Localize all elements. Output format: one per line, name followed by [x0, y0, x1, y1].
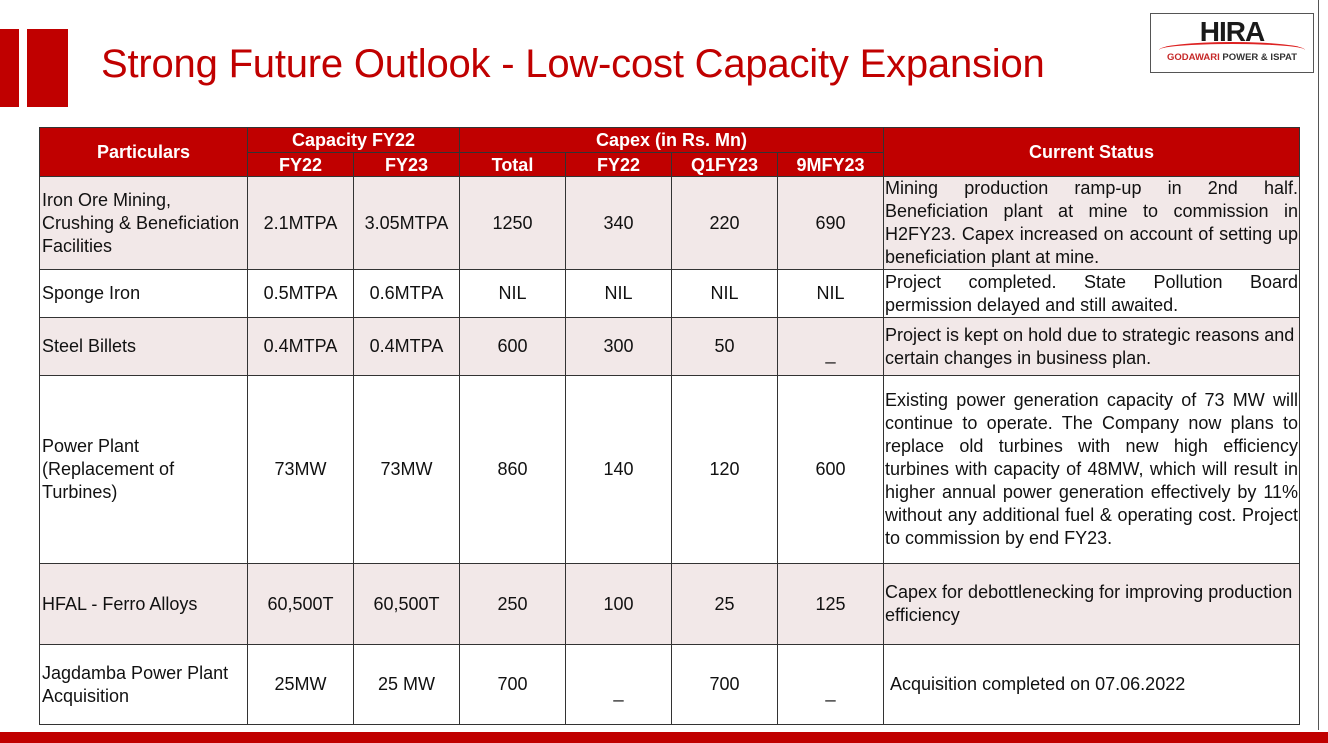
cell-status: Capex for debottlenecking for improving …	[883, 563, 1301, 645]
cell-capacity-fy23: 73MW	[353, 375, 460, 564]
cell-capex-fy22: 100	[565, 563, 672, 645]
header-capex-9mfy23: 9MFY23	[776, 152, 885, 177]
header-particulars: Particulars	[39, 127, 248, 177]
accent-bar-right	[27, 29, 68, 107]
cell-particulars: Power Plant (Replacement of Turbines)	[39, 375, 248, 564]
footer-accent-bar	[0, 732, 1328, 743]
cell-capex-fy22: NIL	[565, 269, 672, 318]
cell-capex-fy22: _	[565, 644, 672, 725]
cell-capex-total: 250	[459, 563, 566, 645]
cell-capacity-fy23: 3.05MTPA	[353, 176, 460, 270]
cell-capacity-fy22: 0.4MTPA	[247, 317, 354, 376]
header-capacity-fy22: FY22	[247, 152, 354, 177]
cell-capex-9mfy23: 125	[776, 563, 885, 645]
cell-particulars: Sponge Iron	[39, 269, 248, 318]
header-capex-fy22: FY22	[565, 152, 672, 177]
cell-capex-total: 1250	[459, 176, 566, 270]
cell-particulars: HFAL - Ferro Alloys	[39, 563, 248, 645]
table-row: Power Plant (Replacement of Turbines) 73…	[39, 375, 1301, 564]
header-capex-group: Capex (in Rs. Mn)	[458, 127, 885, 153]
logo-sub-red: GODAWARI	[1166, 52, 1220, 63]
cell-particulars: Jagdamba Power Plant Acquisition	[39, 644, 248, 725]
header-capex-q1fy23: Q1FY23	[671, 152, 778, 177]
cell-capex-9mfy23: 690	[776, 176, 885, 270]
cell-capacity-fy23: 25 MW	[353, 644, 460, 725]
company-logo: HIRA GODAWARI POWER & ISPAT	[1150, 13, 1314, 73]
cell-capex-q1fy23: 700	[671, 644, 778, 725]
table-row: Steel Billets 0.4MTPA 0.4MTPA 600 300 50…	[39, 317, 1301, 376]
header-capacity-group: Capacity FY22	[247, 127, 460, 153]
cell-capex-q1fy23: 220	[671, 176, 778, 270]
logo-sub-dark: POWER & ISPAT	[1219, 52, 1297, 63]
dash-value: _	[825, 344, 836, 364]
cell-status: Existing power generation capacity of 73…	[883, 375, 1301, 564]
cell-status: Project completed. State Pollution Board…	[883, 269, 1301, 318]
table-row: Jagdamba Power Plant Acquisition 25MW 25…	[39, 644, 1301, 725]
cell-capex-q1fy23: 50	[671, 317, 778, 376]
cell-capex-9mfy23: NIL	[776, 269, 885, 318]
header-current-status: Current Status	[883, 127, 1301, 177]
logo-brand: HIRA	[1199, 16, 1265, 47]
cell-status: Acquisition completed on 07.06.2022	[883, 644, 1301, 725]
cell-capacity-fy23: 0.6MTPA	[353, 269, 460, 318]
cell-capex-9mfy23: 600	[776, 375, 885, 564]
cell-status: Project is kept on hold due to strategic…	[883, 317, 1301, 376]
cell-particulars: Steel Billets	[39, 317, 248, 376]
cell-capacity-fy22: 60,500T	[247, 563, 354, 645]
capacity-expansion-table: Particulars Capacity FY22 Capex (in Rs. …	[39, 127, 1301, 725]
header-capex-total: Total	[459, 152, 566, 177]
cell-capex-total: 860	[459, 375, 566, 564]
table-row: HFAL - Ferro Alloys 60,500T 60,500T 250 …	[39, 563, 1301, 645]
table-row: Sponge Iron 0.5MTPA 0.6MTPA NIL NIL NIL …	[39, 269, 1301, 318]
cell-capacity-fy22: 25MW	[247, 644, 354, 725]
logo-swoosh-icon	[1159, 42, 1305, 50]
cell-capex-total: 700	[459, 644, 566, 725]
table-row: Iron Ore Mining, Crushing & Beneficiatio…	[39, 176, 1301, 270]
cell-capex-9mfy23: _	[776, 317, 885, 376]
cell-capex-9mfy23: _	[776, 644, 885, 725]
cell-capex-total: 600	[459, 317, 566, 376]
cell-status: Mining production ramp-up in 2nd half. B…	[883, 176, 1301, 270]
cell-capacity-fy23: 60,500T	[353, 563, 460, 645]
cell-capex-fy22: 140	[565, 375, 672, 564]
cell-capex-q1fy23: 25	[671, 563, 778, 645]
slide-right-border	[1318, 0, 1319, 730]
cell-capex-fy22: 300	[565, 317, 672, 376]
slide-title: Strong Future Outlook - Low-cost Capacit…	[101, 42, 1045, 86]
cell-capex-fy22: 340	[565, 176, 672, 270]
cell-capacity-fy23: 0.4MTPA	[353, 317, 460, 376]
dash-value: _	[825, 682, 836, 702]
cell-capacity-fy22: 73MW	[247, 375, 354, 564]
cell-particulars: Iron Ore Mining, Crushing & Beneficiatio…	[39, 176, 248, 270]
header-capacity-fy23: FY23	[353, 152, 460, 177]
cell-capex-q1fy23: 120	[671, 375, 778, 564]
cell-capex-total: NIL	[459, 269, 566, 318]
cell-capacity-fy22: 0.5MTPA	[247, 269, 354, 318]
cell-capacity-fy22: 2.1MTPA	[247, 176, 354, 270]
logo-subtitle: GODAWARI POWER & ISPAT	[1151, 52, 1313, 63]
accent-bar-left	[0, 29, 19, 107]
dash-value: _	[613, 682, 624, 702]
cell-capex-q1fy23: NIL	[671, 269, 778, 318]
